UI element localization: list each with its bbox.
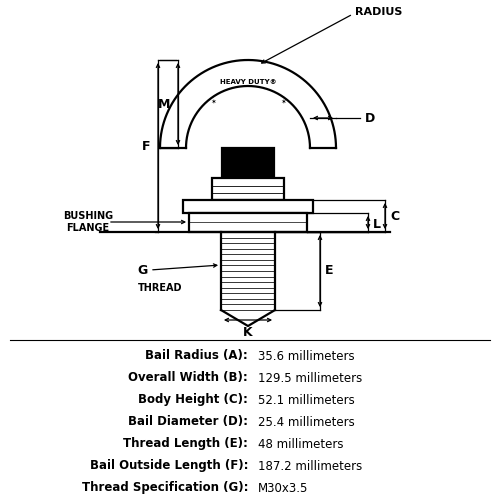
Text: ✶: ✶	[280, 99, 286, 105]
Text: ✶: ✶	[210, 99, 216, 105]
Text: 187.2 millimeters: 187.2 millimeters	[258, 460, 362, 472]
Text: G: G	[138, 264, 148, 276]
Text: RADIUS: RADIUS	[355, 7, 403, 17]
Text: K: K	[243, 326, 253, 340]
Text: M: M	[158, 98, 170, 110]
Bar	[183, 200, 313, 213]
Text: L: L	[373, 218, 381, 230]
Text: Overall Width (B):: Overall Width (B):	[128, 372, 248, 384]
Bar	[189, 213, 307, 232]
Text: 35.6 millimeters: 35.6 millimeters	[258, 350, 354, 362]
Text: C: C	[390, 210, 399, 222]
Text: THREAD: THREAD	[138, 283, 182, 293]
Text: 25.4 millimeters: 25.4 millimeters	[258, 416, 355, 428]
Text: 129.5 millimeters: 129.5 millimeters	[258, 372, 362, 384]
Text: 48 millimeters: 48 millimeters	[258, 438, 344, 450]
Text: Bail Diameter (D):: Bail Diameter (D):	[128, 416, 248, 428]
Bar	[212, 178, 284, 200]
Text: D: D	[365, 112, 375, 124]
Text: Thread Length (E):: Thread Length (E):	[123, 438, 248, 450]
Text: Thread Specification (G):: Thread Specification (G):	[82, 482, 248, 494]
Text: HEAVY DUTY®: HEAVY DUTY®	[220, 79, 276, 85]
Text: BUSHING
FLANGE: BUSHING FLANGE	[63, 211, 113, 233]
Text: 52.1 millimeters: 52.1 millimeters	[258, 394, 355, 406]
Bar	[222, 148, 274, 178]
Text: Body Height (C):: Body Height (C):	[138, 394, 248, 406]
Text: Bail Outside Length (F):: Bail Outside Length (F):	[90, 460, 248, 472]
Text: F: F	[142, 140, 150, 152]
Text: M30x3.5: M30x3.5	[258, 482, 308, 494]
Text: Bail Radius (A):: Bail Radius (A):	[145, 350, 248, 362]
Text: E: E	[325, 264, 334, 278]
